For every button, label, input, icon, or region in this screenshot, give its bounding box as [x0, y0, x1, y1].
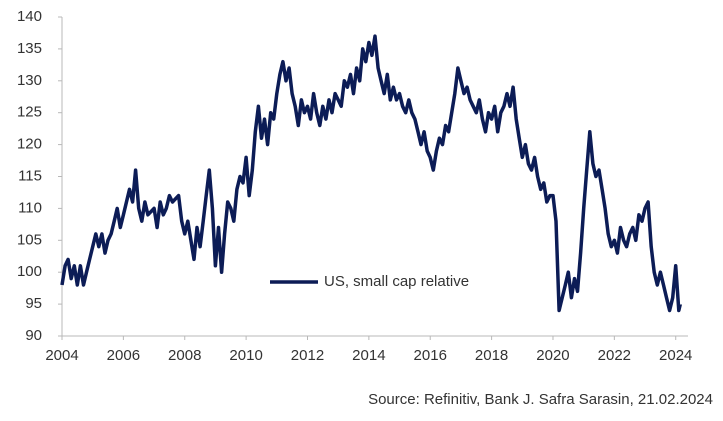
x-tick-label: 2010 — [229, 347, 262, 364]
x-tick-label: 2008 — [168, 347, 201, 364]
y-tick-label: 130 — [17, 72, 42, 89]
x-tick-label: 2004 — [45, 347, 78, 364]
y-tick-label: 125 — [17, 104, 42, 121]
legend-label: US, small cap relative — [324, 273, 469, 290]
source-note: Source: Refinitiv, Bank J. Safra Sarasin… — [368, 391, 713, 408]
y-tick-label: 120 — [17, 136, 42, 153]
x-tick-label: 2012 — [291, 347, 324, 364]
x-tick-label: 2016 — [414, 347, 447, 364]
y-tick-label: 110 — [18, 199, 42, 216]
x-tick-label: 2006 — [107, 347, 140, 364]
x-tick-label: 2024 — [659, 347, 692, 364]
x-tick-label: 2014 — [352, 347, 385, 364]
y-tick-label: 140 — [17, 8, 42, 25]
x-tick-label: 2018 — [475, 347, 508, 364]
y-tick-label: 135 — [17, 40, 42, 57]
x-tick-label: 2022 — [598, 347, 631, 364]
y-tick-label: 95 — [25, 295, 42, 312]
data-line — [60, 34, 683, 313]
y-tick-label: 90 — [25, 327, 42, 344]
x-tick-label: 2020 — [536, 347, 569, 364]
y-tick-label: 105 — [17, 231, 42, 248]
y-tick-label: 100 — [17, 263, 42, 280]
y-tick-label: 115 — [18, 167, 42, 184]
